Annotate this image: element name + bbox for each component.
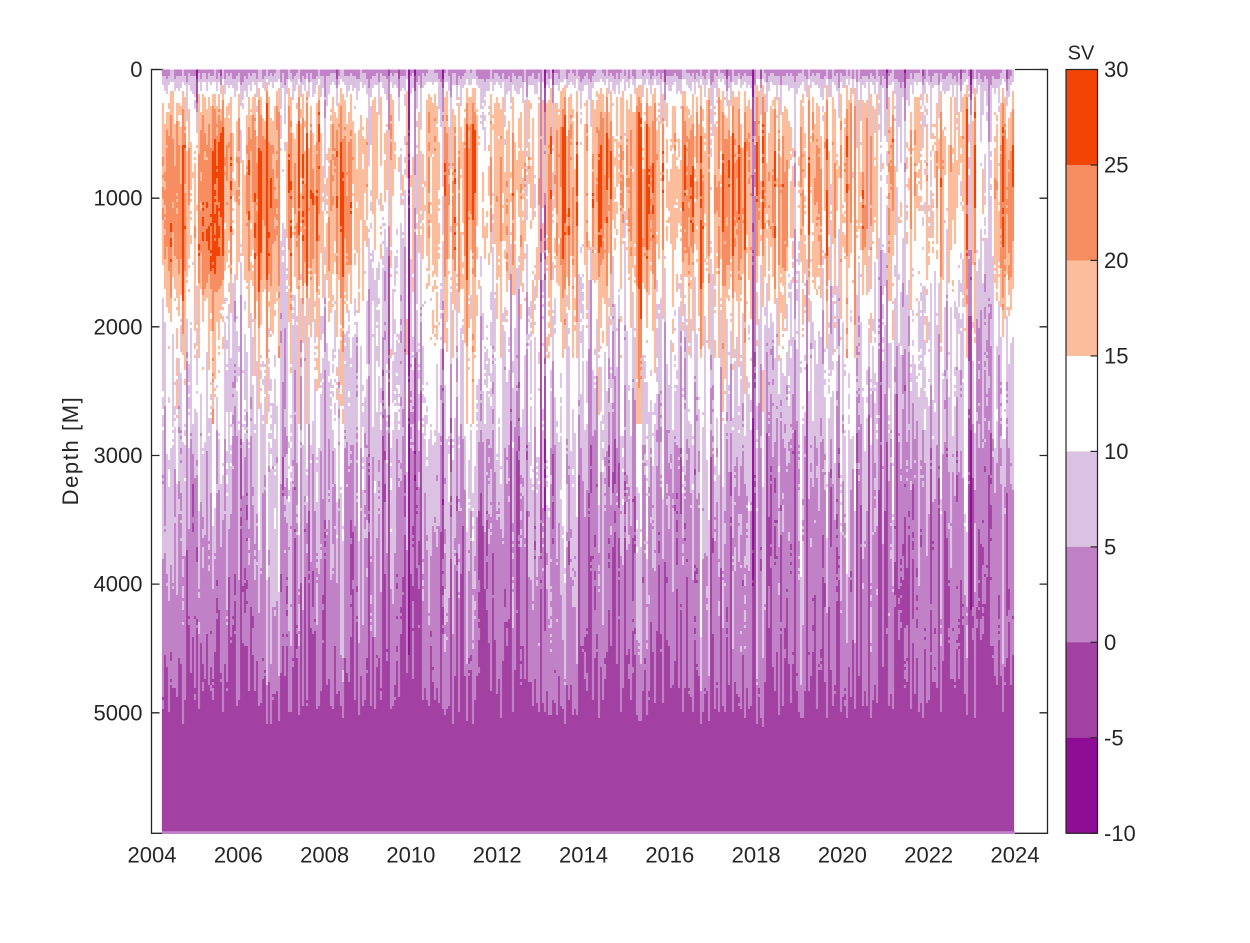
svg-text:2006: 2006 [214, 843, 263, 868]
svg-text:2004: 2004 [128, 843, 177, 868]
svg-text:2014: 2014 [559, 843, 608, 868]
svg-text:2008: 2008 [300, 843, 349, 868]
svg-text:25: 25 [1104, 153, 1128, 178]
svg-text:2024: 2024 [991, 843, 1040, 868]
svg-text:2010: 2010 [386, 843, 435, 868]
svg-text:2000: 2000 [94, 314, 143, 339]
svg-text:5: 5 [1104, 534, 1116, 559]
svg-text:1000: 1000 [94, 186, 143, 211]
svg-text:0: 0 [1104, 630, 1116, 655]
svg-text:3000: 3000 [94, 443, 143, 468]
svg-text:20: 20 [1104, 248, 1128, 273]
svg-text:30: 30 [1104, 57, 1128, 82]
svg-text:2022: 2022 [904, 843, 953, 868]
svg-text:2012: 2012 [473, 843, 522, 868]
svg-text:-5: -5 [1104, 725, 1124, 750]
svg-text:5000: 5000 [94, 700, 143, 725]
svg-text:10: 10 [1104, 439, 1128, 464]
svg-text:4000: 4000 [94, 572, 143, 597]
svg-text:Depth [M]: Depth [M] [58, 396, 83, 506]
svg-text:0: 0 [130, 57, 142, 82]
svg-text:2018: 2018 [732, 843, 781, 868]
svg-text:2020: 2020 [818, 843, 867, 868]
svg-text:2016: 2016 [645, 843, 694, 868]
svg-text:SV: SV [1068, 42, 1095, 64]
svg-text:15: 15 [1104, 343, 1128, 368]
svg-text:-10: -10 [1104, 821, 1136, 846]
